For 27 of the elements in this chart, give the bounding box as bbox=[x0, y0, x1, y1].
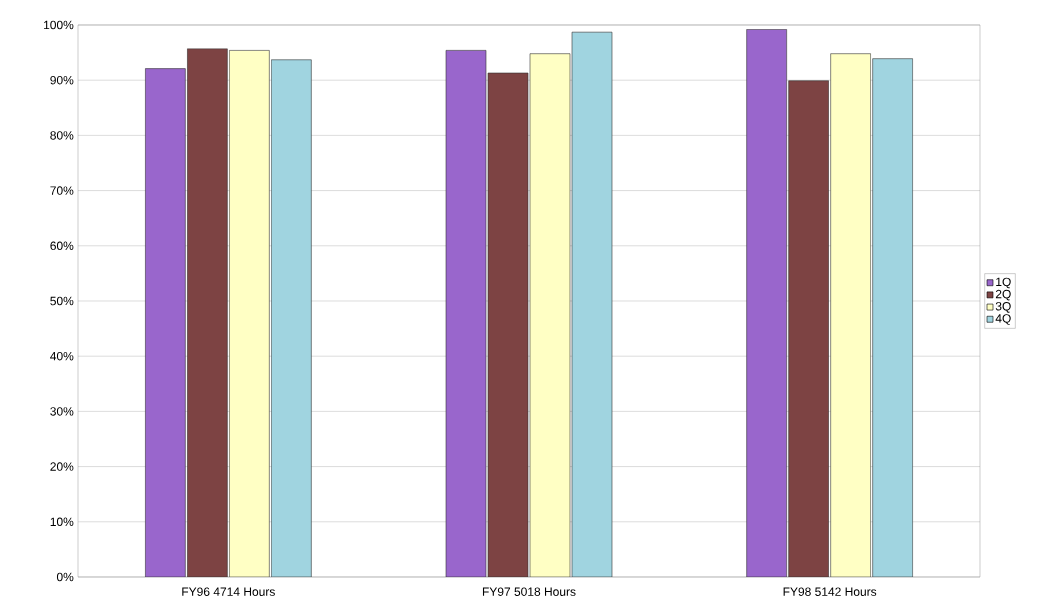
y-tick-label: 60% bbox=[50, 241, 74, 251]
bar bbox=[445, 50, 487, 577]
y-tick-label: 10% bbox=[50, 517, 74, 527]
legend-label: 2Q bbox=[995, 289, 1011, 301]
bar bbox=[872, 58, 913, 577]
y-tick-label: 70% bbox=[50, 186, 74, 195]
bar bbox=[229, 50, 270, 577]
y-tick-label: 50% bbox=[50, 296, 74, 306]
y-tick-label: 20% bbox=[50, 462, 74, 471]
bar bbox=[830, 53, 871, 577]
y-tick-label: 90% bbox=[50, 75, 74, 85]
y-tick-label: 100% bbox=[44, 20, 74, 30]
bar bbox=[571, 31, 613, 577]
y-tick-label: 30% bbox=[50, 407, 74, 416]
y-tick-label: 0% bbox=[56, 572, 74, 582]
legend-label: 3Q bbox=[995, 301, 1011, 313]
x-tick-label: FY97 5018 Hours bbox=[482, 587, 576, 596]
bar bbox=[145, 68, 186, 577]
legend-label: 1Q bbox=[996, 277, 1011, 289]
y-tick-label: 80% bbox=[50, 131, 74, 140]
bar bbox=[746, 29, 787, 577]
x-tick-label: FY96 4714 Hours bbox=[182, 587, 275, 596]
y-tick-label: 40% bbox=[50, 351, 74, 361]
legend-label: 4Q bbox=[995, 314, 1011, 325]
bar bbox=[271, 59, 312, 577]
bar bbox=[529, 53, 571, 577]
x-tick-label: FY98 5142 Hours bbox=[783, 587, 877, 596]
